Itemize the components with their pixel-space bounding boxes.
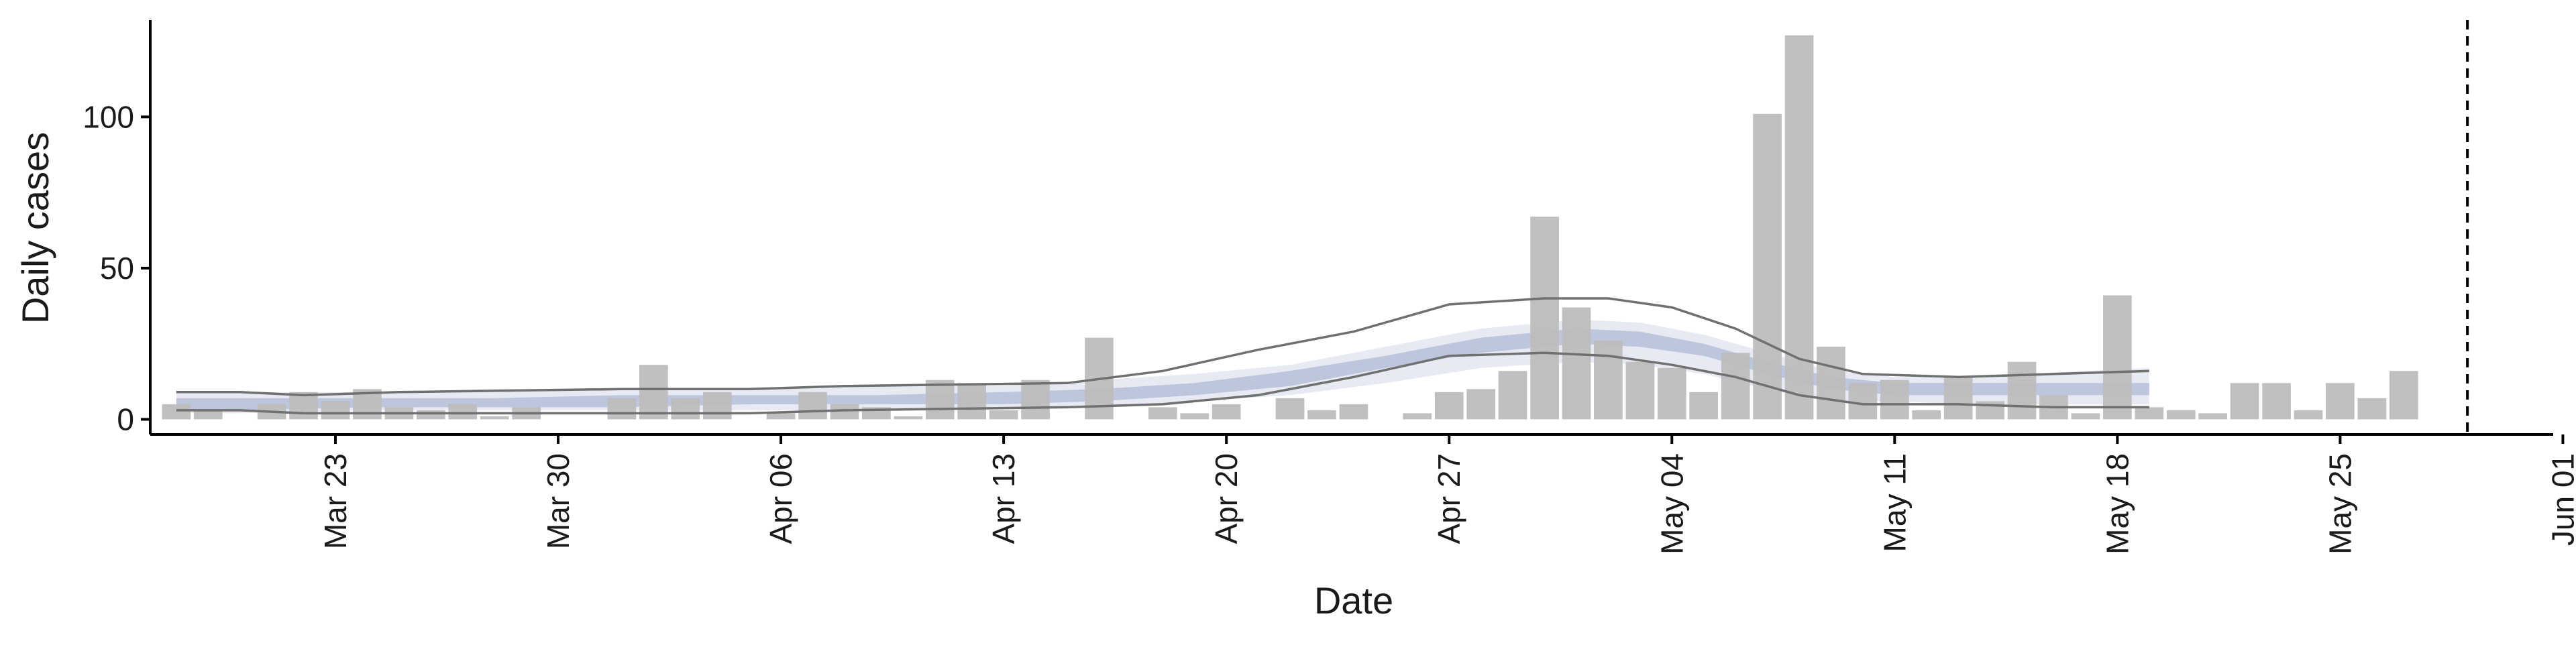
y-axis-title: Daily cases bbox=[14, 132, 56, 324]
bar-2020-05-27 bbox=[2389, 371, 2418, 420]
bar-2020-04-22 bbox=[1275, 398, 1305, 420]
bar-2020-05-15 bbox=[2007, 361, 2037, 420]
bar-2020-05-11 bbox=[1880, 379, 1909, 420]
bar-2020-04-20 bbox=[1212, 404, 1241, 420]
x-tick-label-2020-03-30: Mar 30 bbox=[541, 453, 576, 549]
bar-2020-04-23 bbox=[1307, 410, 1336, 420]
bar-2020-05-03 bbox=[1625, 361, 1655, 420]
bar-2020-05-09 bbox=[1817, 347, 1845, 420]
bar-2020-04-04 bbox=[702, 392, 732, 420]
bar-2020-03-22 bbox=[289, 392, 318, 420]
y-tick-label-50: 50 bbox=[100, 251, 134, 286]
lower-bound-line bbox=[176, 351, 2149, 415]
bar-2020-05-01 bbox=[1562, 307, 1591, 420]
bar-2020-03-27 bbox=[448, 404, 478, 420]
bar-2020-04-30 bbox=[1530, 217, 1559, 420]
bar-2020-05-21 bbox=[2198, 413, 2227, 420]
upper-bound-line bbox=[176, 297, 2149, 397]
x-tick-label-2020-06-01: Jun 01 bbox=[2545, 453, 2576, 546]
bar-2020-03-18 bbox=[162, 404, 191, 420]
bar-2020-04-29 bbox=[1498, 371, 1527, 420]
bar-2020-04-28 bbox=[1466, 389, 1495, 420]
bar-2020-05-24 bbox=[2294, 410, 2323, 420]
bar-2020-05-10 bbox=[1848, 383, 1878, 420]
bar-2020-05-17 bbox=[2071, 413, 2100, 420]
bar-2020-05-06 bbox=[1721, 353, 1750, 420]
bar-2020-05-18 bbox=[2103, 295, 2132, 420]
axes-layer: 0 50 100 Mar 23 Mar 30 Apr 06 Apr 13 Apr 20 Apr … bbox=[83, 20, 2576, 554]
x-tick-label-2020-04-13: Apr 13 bbox=[986, 453, 1021, 544]
bar-2020-04-03 bbox=[671, 398, 700, 420]
bar-2020-05-04 bbox=[1657, 367, 1686, 420]
bar-2020-04-14 bbox=[1021, 379, 1050, 420]
bar-2020-04-12 bbox=[957, 383, 986, 420]
x-tick-label-2020-05-25: May 25 bbox=[2322, 453, 2357, 554]
bar-2020-05-07 bbox=[1753, 113, 1782, 420]
x-tick-label-2020-04-20: Apr 20 bbox=[1209, 453, 1244, 544]
y-tick-label-0: 0 bbox=[117, 402, 134, 436]
bar-2020-05-19 bbox=[2135, 407, 2164, 420]
bar-2020-04-19 bbox=[1180, 413, 1210, 420]
bar-2020-04-07 bbox=[798, 392, 827, 420]
bar-2020-03-19 bbox=[193, 410, 223, 420]
bar-2020-04-08 bbox=[830, 404, 859, 420]
bar-2020-04-02 bbox=[639, 365, 668, 420]
x-tick-label-2020-04-06: Apr 06 bbox=[763, 453, 798, 544]
bar-2020-05-25 bbox=[2326, 383, 2355, 420]
bar-2020-04-06 bbox=[766, 413, 796, 420]
line-layer bbox=[176, 20, 2469, 434]
x-tick-label-2020-04-27: Apr 27 bbox=[1432, 453, 1466, 544]
bar-2020-04-13 bbox=[989, 410, 1018, 420]
bar-2020-04-01 bbox=[607, 398, 637, 420]
bar-layer bbox=[162, 35, 2418, 420]
inner-credible-band bbox=[176, 329, 2149, 410]
bar-2020-05-12 bbox=[1912, 410, 1941, 420]
bar-2020-05-02 bbox=[1594, 341, 1623, 420]
x-tick-label-2020-05-18: May 18 bbox=[2100, 453, 2135, 554]
bar-2020-04-24 bbox=[1339, 404, 1368, 420]
bar-2020-05-23 bbox=[2262, 383, 2291, 420]
x-tick-label-2020-05-04: May 04 bbox=[1654, 453, 1689, 554]
bar-2020-05-20 bbox=[2166, 410, 2196, 420]
bar-2020-05-05 bbox=[1689, 392, 1718, 420]
y-tick-label-100: 100 bbox=[83, 99, 134, 134]
bar-2020-03-23 bbox=[321, 401, 350, 420]
bar-2020-05-26 bbox=[2357, 398, 2387, 420]
bar-2020-05-13 bbox=[1943, 377, 1973, 420]
x-tick-label-2020-03-23: Mar 23 bbox=[318, 453, 353, 549]
bar-2020-05-22 bbox=[2230, 383, 2259, 420]
x-axis-title: Date bbox=[1314, 579, 1393, 622]
bar-2020-04-18 bbox=[1148, 407, 1177, 420]
bar-2020-04-11 bbox=[925, 379, 955, 420]
x-tick-label-2020-05-11: May 11 bbox=[1877, 453, 1912, 552]
bar-2020-04-26 bbox=[1403, 413, 1432, 420]
bar-2020-04-27 bbox=[1434, 392, 1464, 420]
bar-2020-04-10 bbox=[894, 416, 923, 420]
bar-2020-03-28 bbox=[480, 416, 509, 420]
bar-2020-03-26 bbox=[417, 410, 445, 420]
